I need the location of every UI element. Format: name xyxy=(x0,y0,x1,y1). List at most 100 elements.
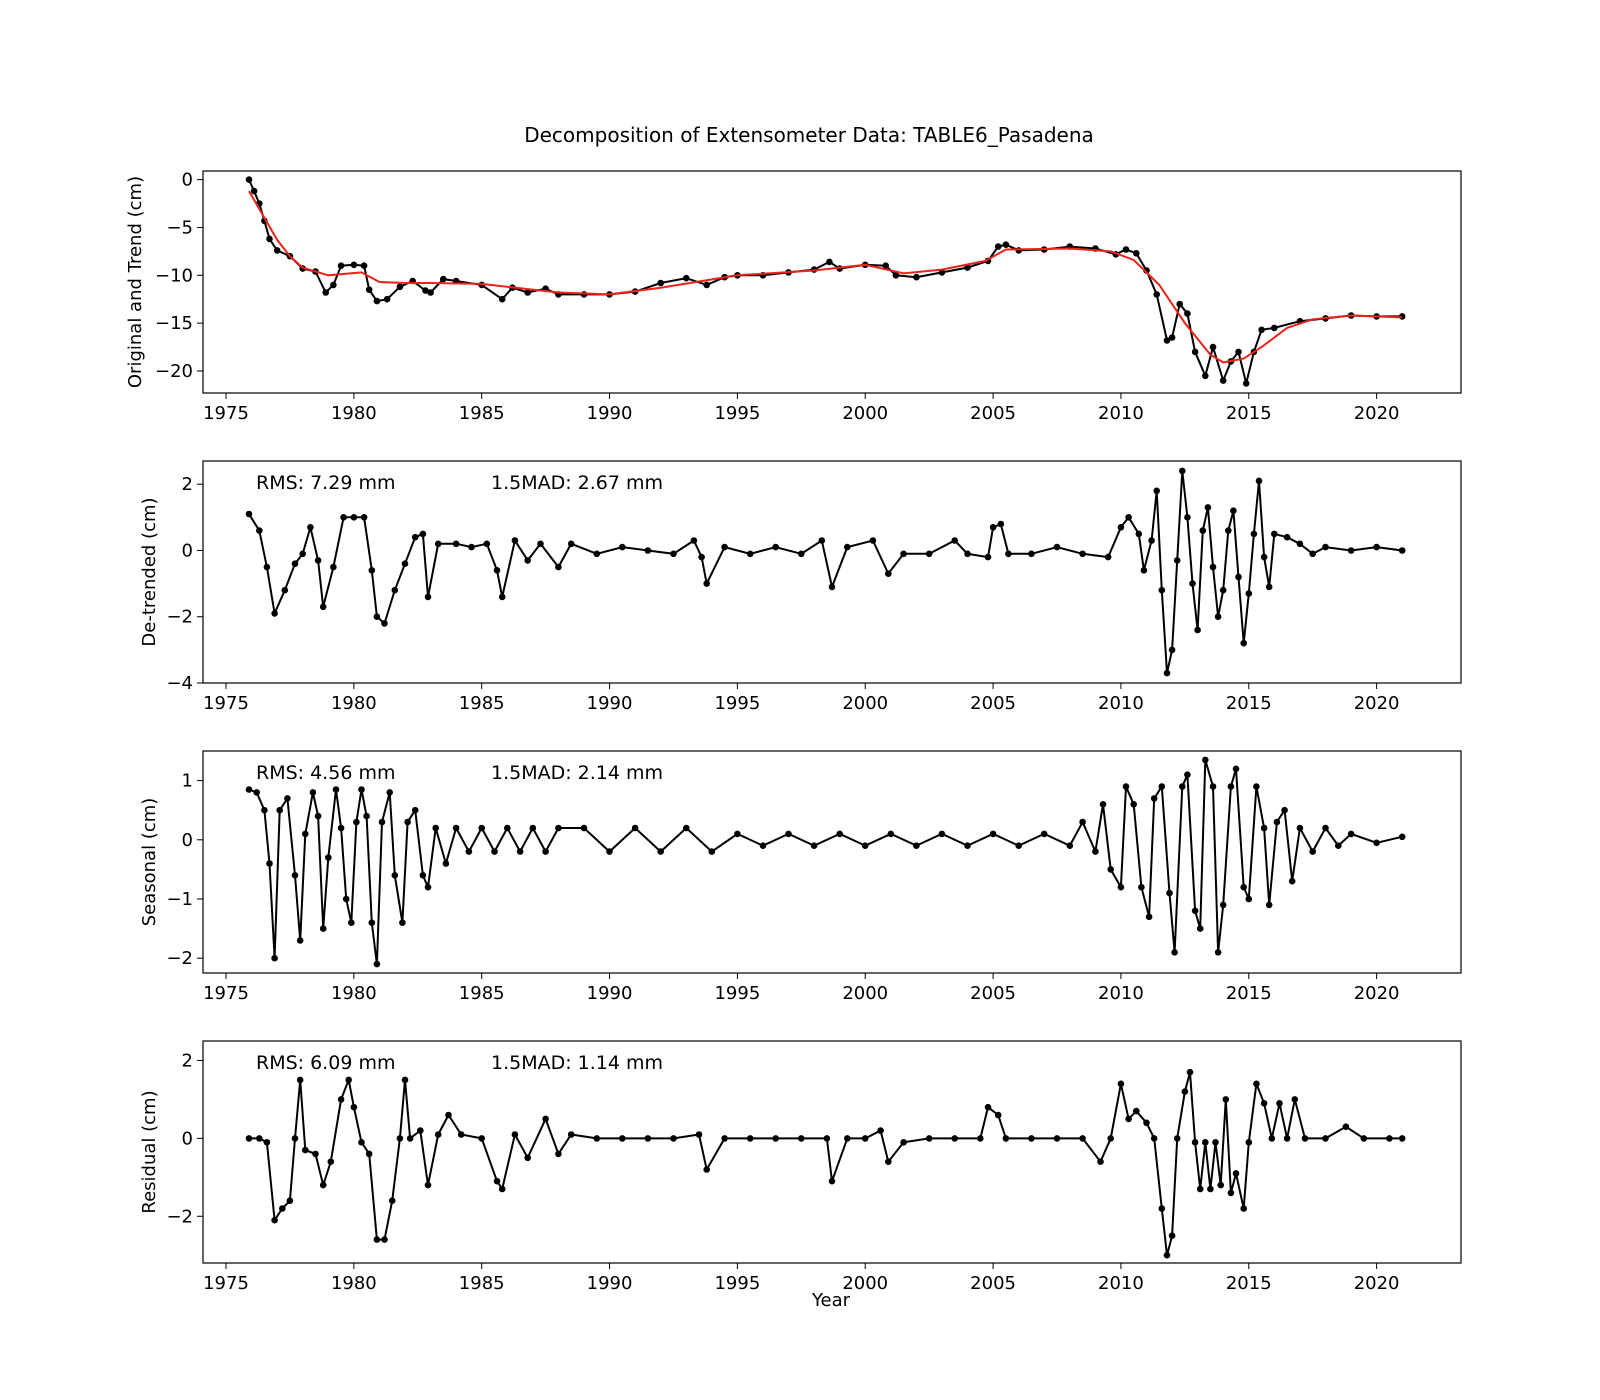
data-point xyxy=(861,842,869,849)
data-point xyxy=(286,1197,294,1204)
data-point xyxy=(245,1135,253,1142)
data-point xyxy=(498,295,506,303)
plot-area xyxy=(245,176,1406,387)
x-tick-label: 1985 xyxy=(459,1273,505,1294)
data-point xyxy=(271,954,278,962)
data-point xyxy=(1184,310,1191,317)
x-tick-label: 2000 xyxy=(842,1273,888,1294)
data-point xyxy=(1204,504,1212,511)
data-point xyxy=(759,842,767,849)
x-tick-label: 2010 xyxy=(1098,693,1144,714)
data-point xyxy=(383,295,391,303)
y-tick-label: −4 xyxy=(166,673,193,694)
data-point xyxy=(1163,1251,1171,1259)
data-point xyxy=(1173,557,1181,564)
data-point xyxy=(567,1131,575,1138)
data-point xyxy=(245,510,253,518)
data-point xyxy=(644,1135,652,1142)
data-point xyxy=(263,1139,271,1146)
data-point xyxy=(1179,783,1186,790)
data-point xyxy=(1015,247,1022,254)
y-axis-label: De-trended (cm) xyxy=(139,497,160,646)
data-point xyxy=(424,593,432,601)
data-point xyxy=(1214,613,1222,620)
data-point xyxy=(373,297,381,305)
data-point xyxy=(302,1146,309,1154)
data-point xyxy=(1276,1100,1283,1107)
data-point xyxy=(1260,1100,1268,1107)
data-point xyxy=(1135,530,1143,538)
data-point xyxy=(1219,377,1227,384)
data-point xyxy=(580,824,588,832)
data-point xyxy=(1150,1135,1158,1142)
y-tick-label: 0 xyxy=(182,1128,193,1149)
data-point xyxy=(353,818,360,826)
data-point xyxy=(1291,1096,1299,1103)
data-point xyxy=(619,1135,626,1142)
data-point xyxy=(984,553,992,561)
data-point xyxy=(1168,334,1176,341)
data-point xyxy=(299,550,307,558)
data-point xyxy=(1107,866,1114,873)
x-tick-label: 2015 xyxy=(1226,693,1272,714)
data-point xyxy=(703,580,710,587)
data-point xyxy=(434,1131,442,1138)
data-point xyxy=(938,830,946,838)
data-point xyxy=(419,530,427,538)
data-point xyxy=(309,789,317,796)
data-point xyxy=(1265,901,1273,909)
x-tick-label: 1990 xyxy=(587,1273,633,1294)
data-point xyxy=(478,1135,486,1142)
data-point xyxy=(524,1154,531,1162)
data-point xyxy=(1245,590,1253,597)
data-point xyxy=(1288,877,1296,885)
data-point xyxy=(1138,883,1145,891)
x-tick-label: 2015 xyxy=(1226,983,1272,1004)
data-point xyxy=(368,567,376,574)
data-point xyxy=(1242,380,1250,387)
data-point xyxy=(1153,291,1160,298)
data-point xyxy=(818,537,826,544)
y-axis-label: Seasonal (cm) xyxy=(139,798,160,927)
data-point xyxy=(1189,580,1196,587)
data-point xyxy=(721,543,728,551)
data-point xyxy=(373,960,381,968)
x-tick-label: 1990 xyxy=(587,983,633,1004)
data-point xyxy=(670,550,677,558)
data-point xyxy=(964,264,971,271)
plot-area xyxy=(245,1068,1406,1259)
data-point xyxy=(483,540,491,548)
data-point xyxy=(253,789,260,796)
data-point xyxy=(1240,639,1247,647)
data-point xyxy=(322,289,330,296)
x-tick-label: 2005 xyxy=(970,403,1016,424)
data-point xyxy=(1360,1135,1368,1142)
data-point xyxy=(291,872,299,879)
data-point xyxy=(1373,543,1380,551)
data-point xyxy=(1040,830,1048,838)
data-point xyxy=(1173,1135,1181,1142)
data-point xyxy=(279,1205,286,1212)
data-point xyxy=(388,1197,396,1204)
data-point xyxy=(1002,1135,1010,1142)
data-point xyxy=(281,586,289,594)
data-point xyxy=(348,919,355,926)
data-point xyxy=(427,289,434,296)
data-point xyxy=(319,603,327,611)
data-point xyxy=(772,543,779,551)
data-point xyxy=(1176,300,1183,308)
data-point xyxy=(261,806,268,814)
y-tick-label: 0 xyxy=(182,170,193,191)
data-point xyxy=(1107,1135,1114,1142)
x-tick-label: 1975 xyxy=(203,1273,249,1294)
data-point xyxy=(1196,925,1204,932)
data-point xyxy=(1322,543,1329,551)
data-point xyxy=(381,620,388,627)
x-tick-label: 2005 xyxy=(970,1273,1016,1294)
data-point xyxy=(511,537,519,544)
x-tick-label: 1990 xyxy=(587,693,633,714)
panel-4: 1975 1980 1985 1990 1995 2000 2005 2010 2015 2020… xyxy=(139,1040,1462,1294)
data-point xyxy=(1196,1185,1204,1193)
data-point xyxy=(452,824,460,832)
data-point xyxy=(381,1236,388,1243)
